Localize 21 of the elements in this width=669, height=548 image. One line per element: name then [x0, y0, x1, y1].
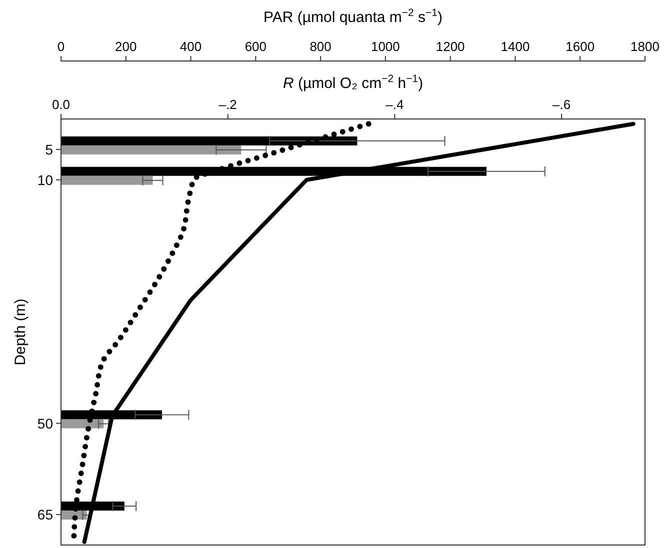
x2-tick-label: 1400 — [500, 39, 530, 54]
x-axis-title: R (µmol O₂ cm$^{−2}$ h$^{−1}$) — [282, 73, 424, 92]
y-tick-label: 65 — [37, 506, 54, 523]
x2-axis-title: PAR (µmol quanta m$^{−2}$ s$^{−1}$) — [263, 7, 443, 26]
x2-tick-label: 0 — [57, 39, 65, 54]
x2-tick-label: 800 — [310, 39, 332, 54]
y-tick-label: 50 — [37, 415, 54, 432]
y-tick-label: 5 — [45, 141, 54, 158]
x2-tick-label: 1000 — [370, 39, 400, 54]
x2-tick-label: 1200 — [436, 39, 465, 54]
x-tick-label: –.2 — [218, 97, 237, 112]
x2-tick-label: 600 — [244, 39, 267, 54]
x2-tick-label: 400 — [180, 39, 202, 54]
x-tick-label: –.4 — [386, 97, 404, 112]
x-tick-label: –.6 — [552, 97, 571, 112]
x2-tick-label: 1600 — [566, 39, 595, 54]
x-tick-label: 0.0 — [52, 97, 70, 112]
x2-tick-label: 200 — [115, 39, 137, 54]
y-tick-label: 10 — [37, 172, 54, 188]
x2-tick-label: 1800 — [630, 39, 660, 54]
y-axis-title: Depth (m) — [12, 298, 29, 366]
